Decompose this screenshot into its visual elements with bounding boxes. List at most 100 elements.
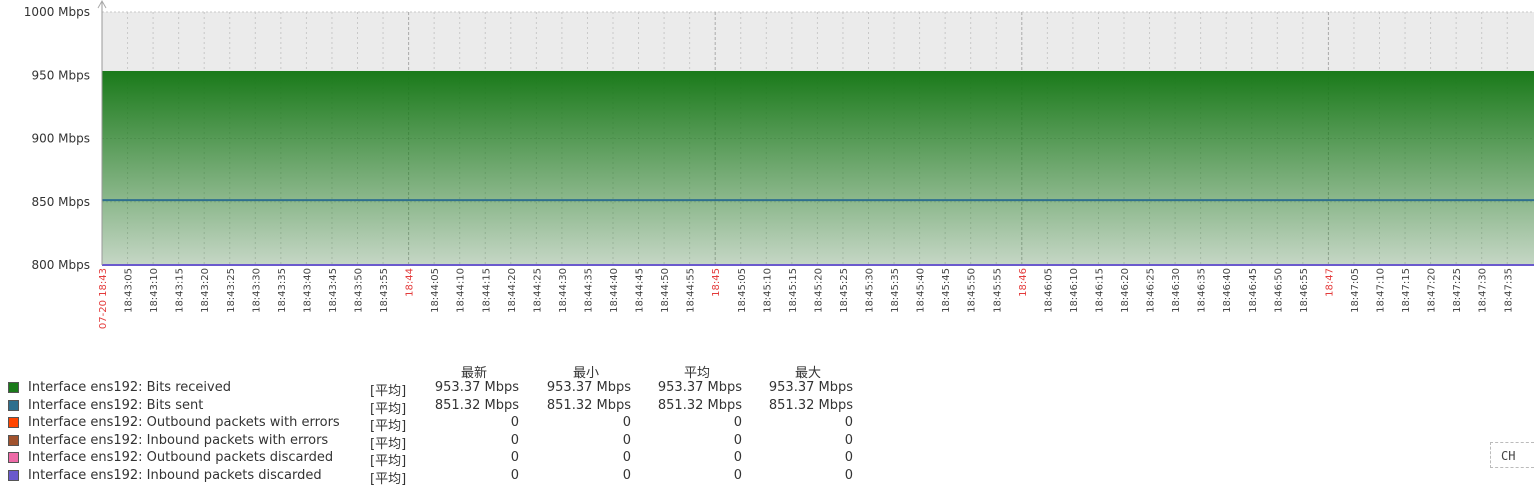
x-tick-label: 18:43:15 [175, 268, 186, 313]
legend-column-header: 最大 [794, 366, 821, 381]
x-tick-label: 18:47:30 [1478, 268, 1489, 313]
legend-series-name: Interface ens192: Inbound packets with e… [28, 432, 329, 448]
legend-series-name: Interface ens192: Outbound packets disca… [28, 450, 334, 465]
legend-color-swatch [8, 452, 19, 463]
x-tick-label: 18:46:15 [1094, 268, 1105, 313]
x-tick-label: 18:45:30 [865, 268, 876, 313]
x-tick-label: 18:46:30 [1171, 268, 1182, 313]
x-tick-label: 18:47 [1324, 268, 1335, 297]
x-tick-label: 18:47:05 [1350, 268, 1361, 313]
x-tick-label: 18:44:55 [686, 268, 697, 313]
legend-value: 953.37 Mbps [546, 380, 631, 395]
x-tick-label: 18:43:30 [251, 268, 262, 313]
legend-value: 0 [844, 415, 853, 430]
bits-received-area [102, 70, 1534, 266]
x-tick-label: 18:47:35 [1503, 268, 1514, 313]
legend-function: [平均] [370, 454, 407, 469]
legend-color-swatch [8, 469, 19, 481]
legend-value: 851.32 Mbps [768, 397, 853, 413]
x-tick-label: 18:43:55 [379, 268, 390, 313]
legend-series-name: Interface ens192: Inbound packets discar… [28, 467, 322, 483]
legend-value: 0 [622, 415, 631, 430]
x-tick-label: 18:44:05 [430, 268, 441, 313]
x-tick-label: 18:45:15 [788, 268, 799, 313]
x-tick-label: 18:43:35 [277, 268, 288, 313]
x-tick-label: 18:44:35 [583, 268, 594, 313]
x-tick-label: 18:43:50 [354, 268, 365, 313]
legend-row: Interface ens192: Bits sent [平均] 851.32 Mb… [0, 397, 900, 417]
legend-value: 0 [510, 415, 519, 430]
y-tick-label: 950 Mbps [31, 68, 90, 82]
x-tick-label: 18:43:10 [149, 268, 160, 313]
x-tick-label: 18:44:20 [507, 268, 518, 313]
x-tick-label: 18:44:25 [532, 268, 543, 313]
legend-function: [平均] [370, 436, 407, 452]
legend-value: 0 [733, 432, 742, 448]
x-tick-label: 18:43:25 [226, 268, 237, 313]
x-tick-label: 18:45:05 [737, 268, 748, 313]
x-tick-label: 18:44:10 [456, 268, 467, 313]
y-axis-labels: 800 Mbps 850 Mbps 900 Mbps 950 Mbps 1000 Mbp… [24, 5, 90, 272]
legend-value: 851.32 Mbps [434, 397, 519, 413]
x-tick-label: 18:45 [711, 268, 722, 297]
legend-value: 953.37 Mbps [434, 380, 519, 395]
x-tick-label: 18:46:05 [1043, 268, 1054, 313]
x-tick-label: 18:43:20 [200, 268, 211, 313]
x-tick-label: 18:44:30 [558, 268, 569, 313]
x-tick-label: 18:46:50 [1273, 268, 1284, 313]
x-tick-label: 18:46:40 [1222, 268, 1233, 313]
input-method-indicator[interactable]: CH [1490, 442, 1534, 468]
legend-function: [平均] [370, 401, 407, 417]
x-tick-label: 18:44:40 [609, 268, 620, 313]
legend-column-header: 平均 [683, 366, 710, 381]
legend-row: Interface ens192: Inbound packets discar… [0, 467, 900, 487]
y-axis-arrow-icon [97, 0, 107, 9]
y-tick-label: 900 Mbps [31, 132, 90, 146]
x-tick-label: 18:43:45 [328, 268, 339, 313]
x-tick-label: 18:44:15 [481, 268, 492, 313]
legend-function: [平均] [370, 419, 407, 434]
legend-value: 0 [844, 432, 853, 448]
x-tick-label: 18:46:55 [1299, 268, 1310, 313]
legend-value: 0 [844, 467, 853, 483]
x-tick-label: 18:46 [1018, 268, 1029, 297]
legend-value: 953.37 Mbps [768, 380, 853, 395]
x-tick-label: 18:46:20 [1120, 268, 1131, 313]
x-tick-label: 18:44:50 [660, 268, 671, 313]
x-tick-label: 18:45:20 [813, 268, 824, 313]
legend-column-header: 最新 [460, 366, 487, 381]
x-tick-label: 18:44 [405, 268, 416, 297]
legend-value: 0 [510, 450, 519, 465]
legend-row: Interface ens192: Outbound packets disca… [0, 450, 900, 469]
x-tick-label: 07-20 18:43 [98, 268, 109, 329]
legend-row: Interface ens192: Inbound packets with e… [0, 432, 900, 452]
legend-function: [平均] [370, 471, 407, 487]
legend-value: 0 [622, 432, 631, 448]
legend-value: 0 [844, 450, 853, 465]
x-tick-label: 18:45:50 [967, 268, 978, 313]
legend-row: Interface ens192: Bits received [平均] 953.3… [0, 380, 900, 399]
x-axis-labels: 07-20 18:43 18:43:05 18:43:10 18:43:15 18:43… [98, 268, 1514, 329]
x-tick-label: 18:44:45 [635, 268, 646, 313]
legend-value: 0 [622, 450, 631, 465]
y-tick-label: 800 Mbps [31, 258, 90, 272]
x-tick-label: 18:45:25 [839, 268, 850, 313]
legend-value: 0 [510, 467, 519, 483]
x-tick-label: 18:46:25 [1146, 268, 1157, 313]
y-tick-label: 850 Mbps [31, 195, 90, 209]
x-tick-label: 18:45:10 [762, 268, 773, 313]
legend-row: Interface ens192: Outbound packets with … [0, 415, 900, 434]
x-tick-label: 18:46:10 [1069, 268, 1080, 313]
ime-label: CH [1501, 449, 1516, 463]
legend-column-header: 最小 [572, 366, 599, 381]
x-tick-label: 18:45:55 [992, 268, 1003, 313]
legend-value: 851.32 Mbps [546, 397, 631, 413]
x-tick-label: 18:45:35 [890, 268, 901, 313]
legend-value: 0 [733, 415, 742, 430]
legend-series-name: Interface ens192: Bits sent [28, 397, 204, 413]
legend-color-swatch [8, 434, 19, 446]
legend-series-name: Interface ens192: Bits received [28, 380, 231, 395]
legend-value: 0 [510, 432, 519, 448]
x-tick-label: 18:46:35 [1197, 268, 1208, 313]
legend-value: 0 [622, 467, 631, 483]
